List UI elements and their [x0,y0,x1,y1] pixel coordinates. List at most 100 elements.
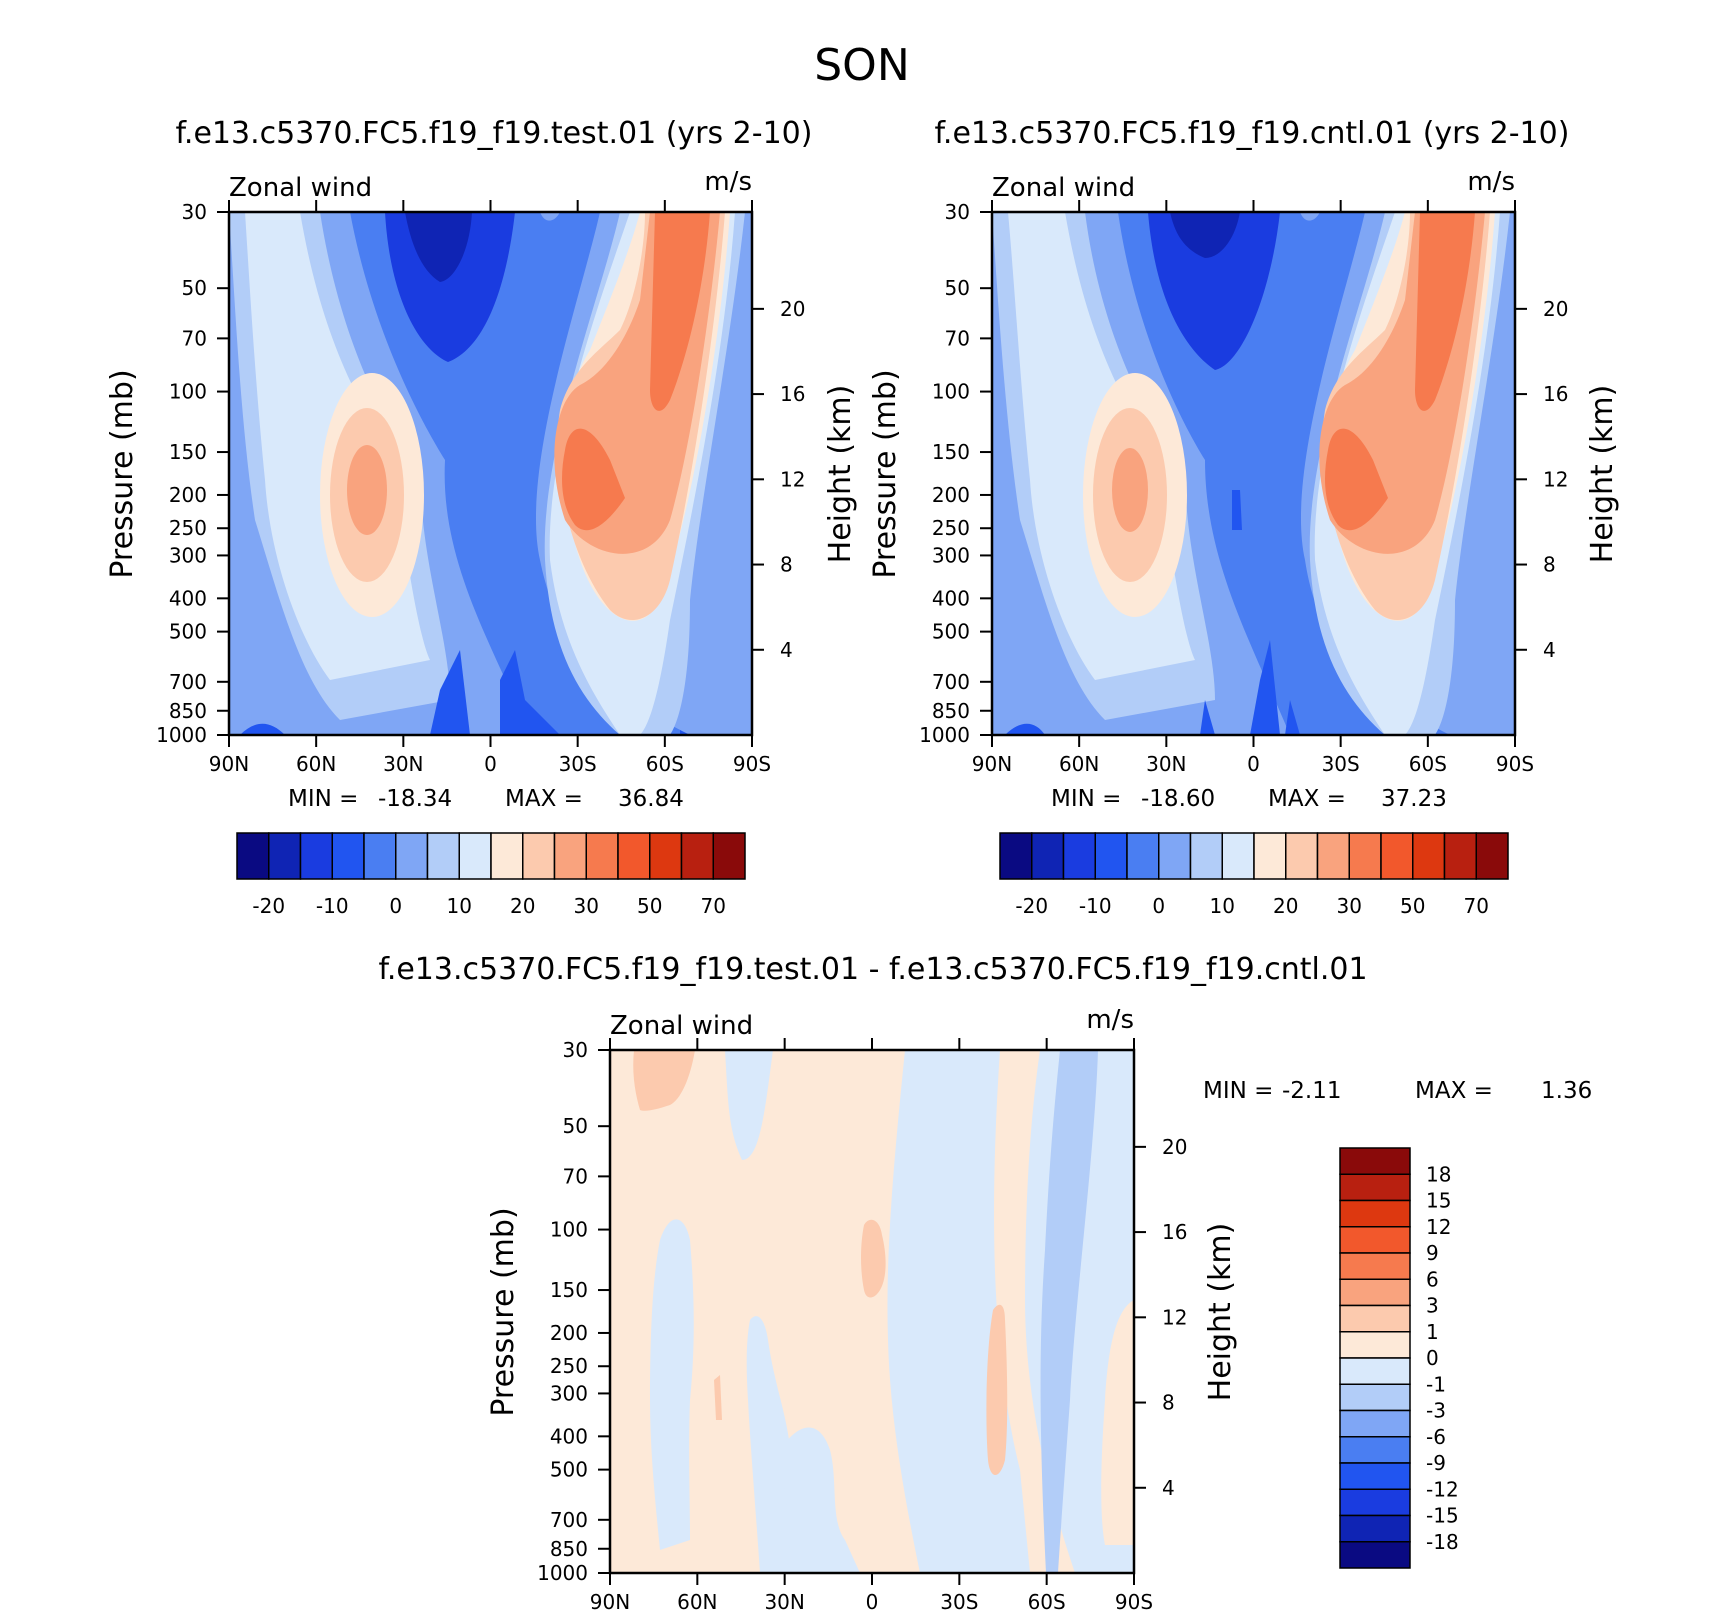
x-tick-label: 60N [296,752,336,776]
y-tick-label: 150 [169,440,207,464]
colorbar-label: 3 [1426,1294,1439,1318]
colorbar-box [1348,832,1382,880]
colorbar-box [1339,1173,1411,1202]
colorbar-box [1339,1226,1411,1254]
colorbar-label: 70 [701,894,726,918]
height-tick-label: 20 [1162,1135,1187,1159]
y-tick-label: 1000 [537,1561,588,1585]
y-tick-label: 70 [563,1164,588,1188]
y-tick-label: 250 [550,1354,588,1378]
contour-band [1101,1300,1134,1545]
y-tick-label: 700 [550,1508,588,1532]
y-tick-label: 250 [932,516,970,540]
colorbar-box [268,832,302,880]
y-tick-label: 850 [932,699,970,723]
colorbar-label: 50 [1400,894,1425,918]
colorbar-box [1126,832,1160,880]
x-tick-label: 90N [590,1590,630,1611]
height-tick-label: 4 [1162,1476,1175,1500]
colorbar-box [1094,832,1128,880]
x-tick-label: 30S [559,752,597,776]
y-tick-label: 400 [550,1424,588,1448]
panel-diff-contour-field [610,1050,1134,1573]
colorbar-box [680,832,714,880]
panel-test-variable-label: Zonal wind [229,173,372,203]
colorbar-box [1339,1252,1411,1280]
panel-test-max-value: 36.84 [618,786,684,812]
panel-diff-max-label: MAX = [1415,1078,1493,1104]
colorbar-box [617,832,651,880]
panel-diff-ylabel-right: Height (km) [1203,1223,1238,1402]
colorbar-label: -1 [1426,1372,1446,1396]
height-tick-label: 4 [1543,638,1556,662]
panel-cntl-variable-label: Zonal wind [992,173,1135,203]
panel-test-height-axis: 4 8 12 16 20 [752,297,805,662]
height-tick-label: 16 [1162,1220,1187,1244]
y-tick-label: 400 [169,586,207,610]
x-tick-label: 60S [1028,1590,1066,1611]
y-tick-label: 400 [932,586,970,610]
panel-cntl-min-label: MIN = [1051,786,1121,812]
colorbar-box [1339,1304,1411,1333]
colorbar-box [1339,1409,1411,1438]
colorbar-box [331,832,365,880]
colorbar-box [1285,832,1319,880]
colorbar-box [1339,1514,1411,1543]
x-tick-label: 30N [383,752,423,776]
panel-test-x-axis: 90N 60N 30N 0 30S 60S 90S [209,200,771,776]
x-tick-label: 60N [677,1590,717,1611]
x-tick-label: 90S [733,752,771,776]
x-tick-label: 30S [940,1590,978,1611]
colorbar-box [458,832,492,880]
y-tick-label: 700 [169,670,207,694]
x-tick-label: 0 [484,752,497,776]
contour-band [861,1219,886,1298]
panel-diff-height-axis: 4 8 12 16 20 [1134,1135,1187,1500]
y-tick-label: 70 [945,326,970,350]
panel-test-ylabel-right: Height (km) [823,385,858,564]
y-tick-label: 300 [169,543,207,567]
panel-test: f.e13.c5370.FC5.f19_f19.test.01 (yrs 2-1… [105,116,858,918]
x-tick-label: 90S [1496,752,1534,776]
colorbar-label: 30 [1337,894,1362,918]
panel-cntl-min-value: -18.60 [1141,786,1215,812]
colorbar-box [712,832,746,880]
height-tick-label: 16 [1543,382,1568,406]
panel-cntl-colorbar: -20 -10 0 10 20 30 50 70 [999,832,1509,918]
colorbar-label: 30 [574,894,599,918]
panel-diff-min-value: -2.11 [1282,1078,1342,1104]
contour-band [633,1050,695,1111]
y-tick-label: 100 [932,380,970,404]
x-tick-label: 60N [1059,752,1099,776]
panel-test-ylabel: Pressure (mb) [105,369,140,578]
colorbar-box [1316,832,1350,880]
x-tick-label: 60S [1409,752,1447,776]
panel-test-units-label: m/s [704,167,752,197]
colorbar-label: -12 [1426,1477,1459,1501]
y-tick-label: 100 [169,380,207,404]
colorbar-box [1339,1278,1411,1307]
colorbar-label: 10 [447,894,472,918]
contour-band [725,1050,773,1160]
colorbar-label: -20 [252,894,285,918]
height-tick-label: 20 [780,297,805,321]
x-tick-label: 60S [646,752,684,776]
y-tick-label: 500 [169,620,207,644]
x-tick-label: 30N [764,1590,804,1611]
colorbar-box [1412,832,1446,880]
y-tick-label: 50 [945,276,970,300]
colorbar-label: 0 [1426,1346,1439,1370]
panel-cntl-max-label: MAX = [1268,786,1346,812]
colorbar-label: 20 [1273,894,1298,918]
y-tick-label: 100 [550,1218,588,1242]
colorbar-box [1339,1357,1411,1385]
y-tick-label: 30 [563,1038,588,1062]
colorbar-box [490,832,524,880]
height-tick-label: 12 [1543,467,1568,491]
figure-title: SON [814,40,909,91]
y-tick-label: 700 [932,670,970,694]
panel-diff-ylabel: Pressure (mb) [486,1207,521,1416]
y-tick-label: 200 [169,483,207,507]
colorbar-box [1221,832,1255,880]
